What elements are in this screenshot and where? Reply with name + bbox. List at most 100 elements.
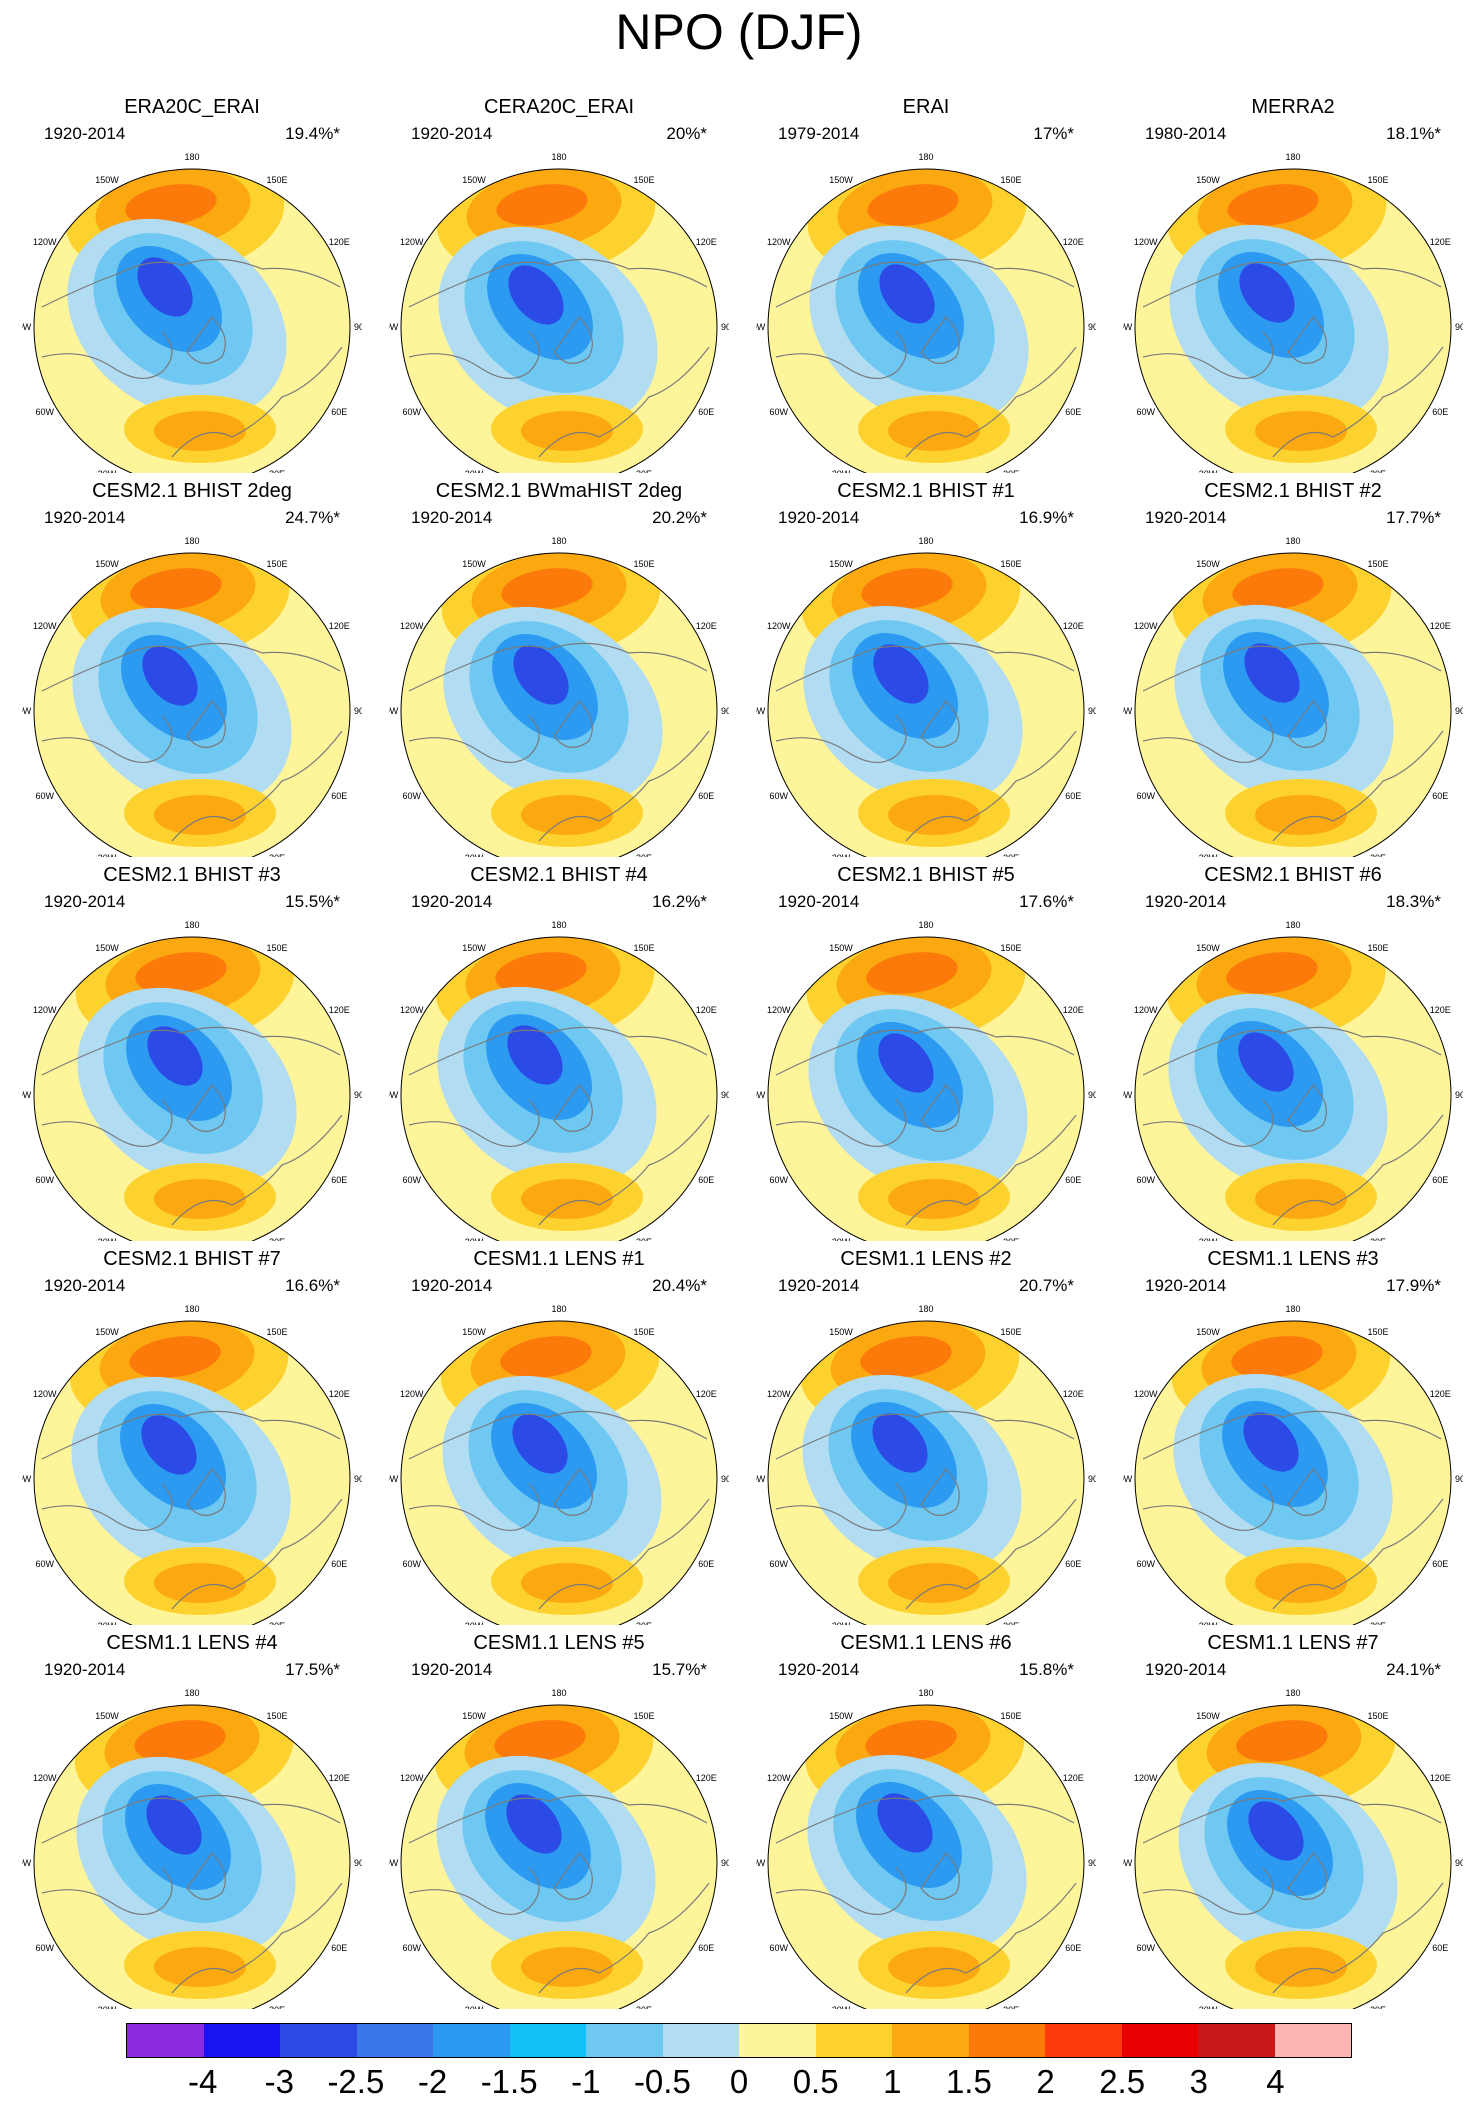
coastline (920, 316, 960, 364)
longitude-label: 150W (462, 943, 486, 953)
pacific-high-core (1227, 184, 1319, 226)
panel-variance-explained: 17.9%* (1386, 1276, 1441, 1295)
atlantic-high-mid (154, 1179, 246, 1219)
longitude-label: 120W (33, 621, 57, 631)
longitude-label: 90W (1123, 706, 1133, 716)
longitude-label: 90E (1088, 1090, 1096, 1100)
coastline (408, 331, 540, 379)
longitude-label: 30E (1003, 853, 1019, 857)
colorbar-tick-label: -0.5 (633, 2063, 691, 2100)
colorbar-tick-label: 2 (1036, 2063, 1055, 2100)
longitude-label: 90W (756, 1858, 766, 1868)
longitude-label: 60E (1432, 1559, 1448, 1569)
longitude-label: 90E (1088, 706, 1096, 716)
longitude-label: 120E (1430, 237, 1451, 247)
coastline (1142, 1483, 1274, 1531)
coastline (408, 1026, 708, 1076)
longitude-label: 60W (403, 407, 422, 417)
atlantic-high-mid (154, 795, 246, 835)
longitude-label: 180 (184, 1688, 199, 1698)
longitude-label: 30E (636, 2005, 652, 2009)
panel-variance-explained: 18.3%* (1386, 892, 1441, 911)
longitude-label: 90E (721, 322, 729, 332)
colorbar-tick-label: -1.5 (480, 2063, 538, 2100)
coastline (775, 1867, 907, 1915)
longitude-label: 60E (1432, 407, 1448, 417)
polar-map: 180150E120E90E60E30E030W60W90W120W150W (756, 920, 1096, 1241)
longitude-label: 60E (331, 407, 347, 417)
longitude-label: 90W (389, 1090, 399, 1100)
polar-map: 180150E120E90E60E30E030W60W90W120W150W (756, 1688, 1096, 2009)
panel-variance-explained: 15.7%* (652, 1660, 707, 1679)
atlantic-high-mid (888, 1179, 980, 1219)
colorbar-swatch (1274, 2024, 1351, 2057)
coastline (171, 1882, 343, 1994)
coastline (538, 1882, 710, 1994)
arctic-low-core (147, 1026, 203, 1086)
longitude-label: 30E (636, 853, 652, 857)
longitude-label: 90E (1455, 1090, 1463, 1100)
arctic-low-core (513, 645, 569, 705)
longitude-label: 90E (721, 706, 729, 716)
coastline (553, 1084, 593, 1132)
longitude-label: 120E (1063, 621, 1084, 631)
longitude-label: 90W (389, 322, 399, 332)
coastline (408, 1410, 708, 1460)
longitude-label: 150W (95, 1711, 119, 1721)
coastline (408, 1483, 540, 1531)
longitude-label: 120W (1134, 1005, 1158, 1015)
panel-title: CESM2.1 BWmaHIST 2deg (435, 480, 683, 502)
longitude-label: 120E (1430, 1005, 1451, 1015)
longitude-label: 90E (1088, 1474, 1096, 1484)
longitude-label: 120W (767, 621, 791, 631)
colorbar-tick-label: 2.5 (1099, 2063, 1146, 2100)
longitude-label: 120W (400, 237, 424, 247)
longitude-label: 60E (698, 791, 714, 801)
coastline (41, 258, 341, 308)
longitude-label: 30E (269, 1237, 285, 1241)
longitude-label: 150W (829, 559, 853, 569)
map-border (400, 936, 718, 1241)
longitude-label: 60E (1432, 791, 1448, 801)
longitude-label: 120W (1134, 1389, 1158, 1399)
colorbar-swatch (1045, 2024, 1122, 2057)
longitude-label: 120W (33, 237, 57, 247)
longitude-label: 120W (400, 1773, 424, 1783)
longitude-label: 60W (403, 1559, 422, 1569)
arctic-low-core (879, 264, 935, 324)
coastline (1287, 1852, 1327, 1900)
polar-map: 180150E120E90E60E30E030W60W90W120W150W (22, 920, 362, 1241)
longitude-label: 90E (1455, 1858, 1463, 1868)
longitude-label: 60E (1065, 1559, 1081, 1569)
longitude-label: 60W (36, 1943, 55, 1953)
coastline (1142, 1099, 1274, 1147)
longitude-label: 30E (1003, 1621, 1019, 1625)
panel-period: 1920-2014 (411, 1276, 493, 1295)
longitude-label: 30W (832, 2005, 851, 2009)
coastline (538, 1114, 710, 1226)
longitude-label: 120E (696, 237, 717, 247)
map-panel: CERA20C_ERAI 1920-2014 20%* 180 150E 120E 90E 6… (389, 95, 729, 475)
coastline (408, 715, 540, 763)
colorbar-swatch (1121, 2024, 1198, 2057)
longitude-label: 120E (696, 621, 717, 631)
coastline (1142, 1867, 1274, 1915)
atlantic-high-mid (1255, 1947, 1347, 1987)
colorbar-tick-label: -2 (417, 2063, 448, 2100)
longitude-label: 150W (829, 943, 853, 953)
figure-title: NPO (DJF) (615, 4, 863, 60)
polar-map: 180150E120E90E60E30E030W60W90W120W150W (1123, 536, 1463, 857)
panel-variance-explained: 19.4%* (285, 124, 340, 143)
panel-period: 1920-2014 (1145, 892, 1227, 911)
longitude-label: 120E (1063, 1005, 1084, 1015)
map-panel: CESM2.1 BHIST 2deg 1920-2014 24.7%* 180 150E… (22, 479, 362, 859)
longitude-label: 30E (636, 1237, 652, 1241)
atlantic-high-mid (521, 1563, 613, 1603)
polar-map: 180150E120E90E60E30E030W60W90W120W150W (756, 152, 1096, 473)
coastline (553, 1852, 593, 1900)
longitude-label: 90E (354, 706, 362, 716)
pacific-high-core (501, 568, 593, 610)
longitude-label: 30W (465, 2005, 484, 2009)
longitude-label: 60W (770, 791, 789, 801)
map-border (767, 552, 1085, 857)
